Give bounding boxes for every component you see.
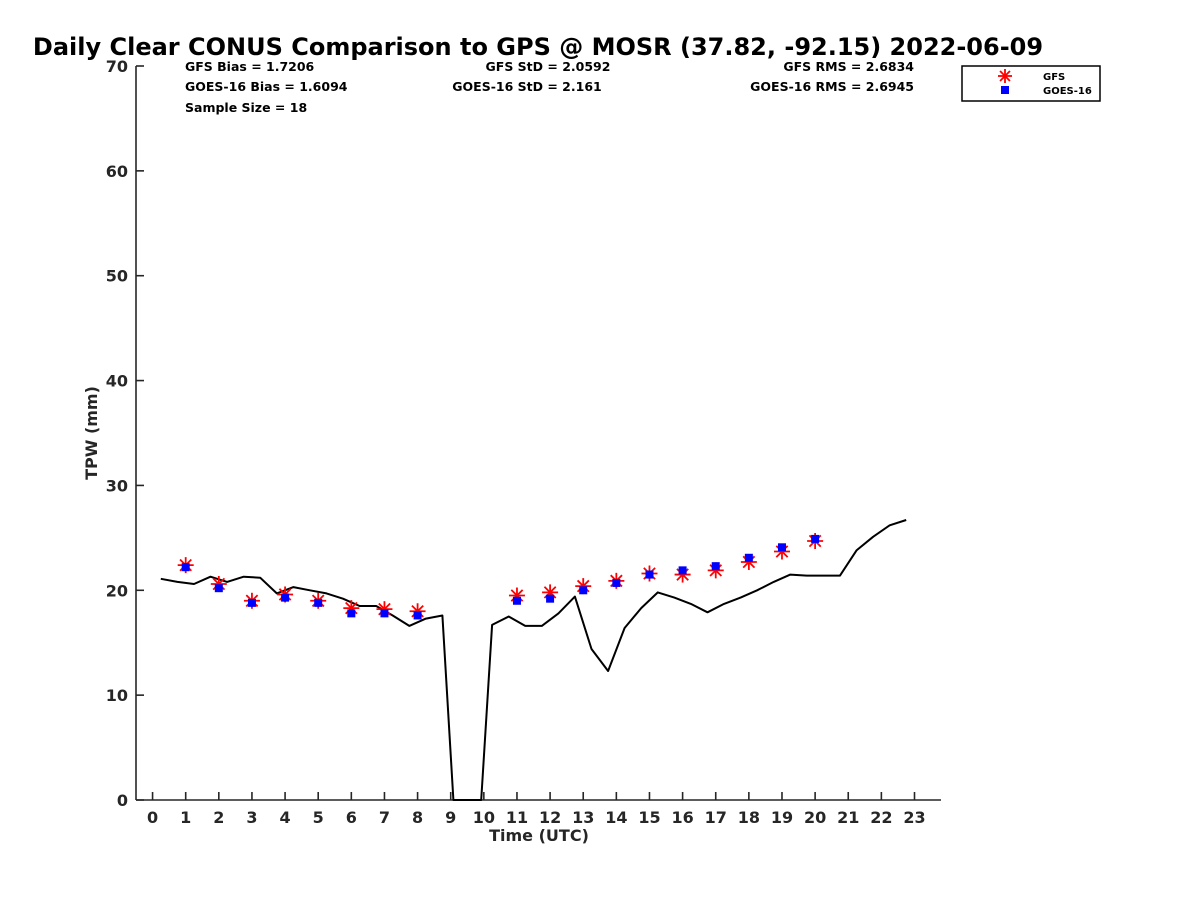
x-tick-label: 23 — [903, 808, 925, 827]
stats-block: GFS Bias = 1.7206 GOES-16 Bias = 1.6094 … — [185, 59, 914, 115]
y-tick-label: 0 — [117, 791, 128, 810]
legend-goes-label: GOES-16 — [1043, 86, 1092, 97]
goes-point — [777, 543, 786, 552]
goes-point — [579, 586, 588, 595]
legend-goes-marker — [1001, 86, 1009, 94]
x-tick-label: 10 — [473, 808, 495, 827]
x-tick-label: 20 — [804, 808, 826, 827]
y-tick-label: 40 — [106, 372, 128, 391]
goes-point — [645, 570, 654, 579]
stat-goes-std: GOES-16 StD = 2.161 — [452, 79, 601, 94]
x-tick-label: 16 — [671, 808, 693, 827]
y-tick-label: 60 — [106, 162, 128, 181]
x-tick-label: 22 — [870, 808, 892, 827]
legend-box — [961, 65, 1101, 102]
x-tick-label: 8 — [412, 808, 423, 827]
goes-point — [678, 566, 687, 575]
x-tick-label: 6 — [346, 808, 357, 827]
y-tick-label: 70 — [106, 57, 128, 76]
x-tick-label: 2 — [213, 808, 224, 827]
stat-gfs-bias: GFS Bias = 1.7206 — [185, 59, 315, 74]
goes-point — [281, 593, 290, 602]
x-tick-label: 12 — [539, 808, 561, 827]
x-axis-label: Time (UTC) — [489, 826, 589, 845]
stat-sample-size: Sample Size = 18 — [185, 100, 307, 115]
x-tick-label: 14 — [605, 808, 627, 827]
plot-area — [160, 519, 907, 801]
goes-point — [347, 609, 356, 618]
x-tick-label: 13 — [572, 808, 594, 827]
goes-point — [546, 594, 555, 603]
legend-gfs-label: GFS — [1043, 72, 1065, 83]
goes-point — [612, 578, 621, 587]
legend-gfs-marker-stroke — [999, 70, 1011, 82]
goes-point — [811, 534, 820, 543]
goes-point — [247, 598, 256, 607]
goes-point — [314, 598, 323, 607]
x-tick-label: 1 — [180, 808, 191, 827]
y-tick-label: 30 — [106, 476, 128, 495]
chart-title: Daily Clear CONUS Comparison to GPS @ MO… — [33, 33, 1043, 61]
y-axis-label: TPW (mm) — [82, 386, 101, 480]
x-tick-label: 18 — [738, 808, 760, 827]
x-tick-label: 4 — [280, 808, 291, 827]
x-tick-label: 21 — [837, 808, 859, 827]
stat-gfs-rms: GFS RMS = 2.6834 — [783, 59, 914, 74]
goes-point — [380, 609, 389, 618]
stat-gfs-std: GFS StD = 2.0592 — [486, 59, 611, 74]
x-tick-label: 15 — [638, 808, 660, 827]
series-line-gps — [160, 519, 907, 801]
x-tick-label: 19 — [771, 808, 793, 827]
x-tick-label: 5 — [313, 808, 324, 827]
stat-goes-bias: GOES-16 Bias = 1.6094 — [185, 79, 348, 94]
y-tick-label: 20 — [106, 581, 128, 600]
goes-point — [181, 563, 190, 572]
x-tick-label: 7 — [379, 808, 390, 827]
x-tick-label: 17 — [705, 808, 727, 827]
goes-point — [413, 611, 422, 620]
y-tick-label: 10 — [106, 686, 128, 705]
legend: GFS GOES-16 — [961, 65, 1101, 102]
goes-point — [512, 596, 521, 605]
x-tick-label: 11 — [506, 808, 528, 827]
x-tick-label: 9 — [445, 808, 456, 827]
legend-gfs-marker — [998, 69, 1012, 83]
y-tick-label: 50 — [106, 267, 128, 286]
goes-point — [744, 553, 753, 562]
stat-goes-rms: GOES-16 RMS = 2.6945 — [750, 79, 914, 94]
x-tick-label: 0 — [147, 808, 158, 827]
goes-point — [214, 584, 223, 593]
x-tick-label: 3 — [246, 808, 257, 827]
goes-point — [711, 562, 720, 571]
